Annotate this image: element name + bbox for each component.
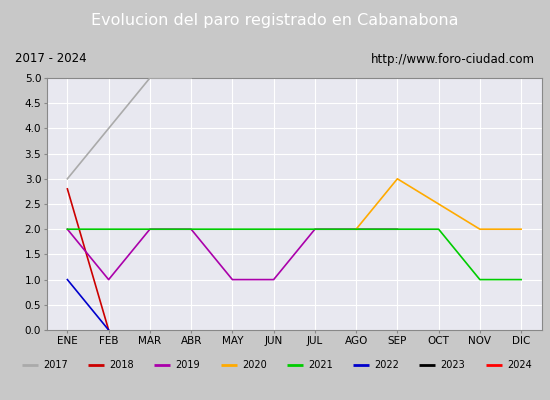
Text: 2017: 2017 bbox=[43, 360, 68, 370]
Text: 2021: 2021 bbox=[308, 360, 333, 370]
Text: 2024: 2024 bbox=[507, 360, 532, 370]
Text: 2019: 2019 bbox=[175, 360, 200, 370]
Text: 2017 - 2024: 2017 - 2024 bbox=[15, 52, 87, 66]
Text: 2020: 2020 bbox=[242, 360, 267, 370]
Text: 2023: 2023 bbox=[441, 360, 465, 370]
Text: Evolucion del paro registrado en Cabanabona: Evolucion del paro registrado en Cabanab… bbox=[91, 14, 459, 28]
Text: 2022: 2022 bbox=[375, 360, 399, 370]
Text: http://www.foro-ciudad.com: http://www.foro-ciudad.com bbox=[371, 52, 535, 66]
Text: 2018: 2018 bbox=[109, 360, 134, 370]
